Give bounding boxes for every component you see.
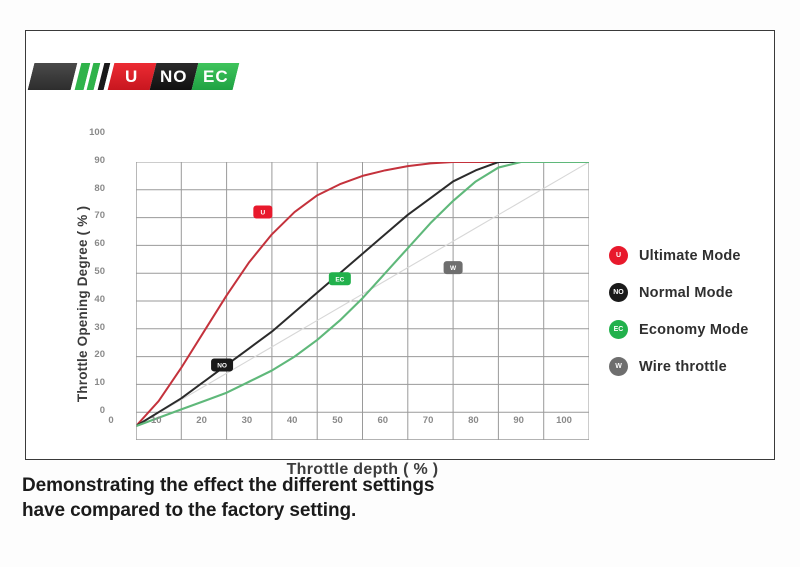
curve-marker-u: U [253, 205, 273, 219]
chart-legend: U Ultimate Mode NO Normal Mode EC Economy Mod… [609, 237, 789, 385]
x-tick-label: 20 [196, 415, 207, 426]
banner-segment-u: U [107, 63, 156, 90]
series-line-normal-mode [136, 162, 589, 428]
x-tick-label: 90 [513, 415, 524, 426]
x-tick-label: 0 [108, 415, 114, 426]
legend-item-label: Ultimate Mode [639, 247, 741, 264]
x-tick-label: 100 [556, 415, 572, 426]
legend-item-label: Wire throttle [639, 358, 727, 375]
svg-text:W: W [450, 265, 457, 272]
legend-item: NO Normal Mode [609, 274, 789, 311]
legend-marker-icon: NO [609, 283, 628, 302]
series-line-economy-mode [136, 162, 589, 428]
legend-item: U Ultimate Mode [609, 237, 789, 274]
chart-svg: U NO EC W [136, 162, 589, 440]
svg-text:NO: NO [217, 363, 227, 370]
legend-item: EC Economy Mode [609, 311, 789, 348]
banner-label-no: NO [160, 67, 188, 86]
y-tick-label: 40 [94, 293, 105, 305]
banner-label-u: U [124, 67, 139, 86]
y-tick-label: 60 [94, 238, 105, 250]
y-tick-label: 30 [94, 321, 105, 333]
y-tick-label: 100 [89, 127, 105, 138]
legend-item-label: Economy Mode [639, 321, 749, 338]
svg-text:U: U [260, 210, 265, 217]
brand-banner: U NO EC [27, 63, 240, 90]
x-tick-label: 60 [377, 415, 389, 426]
y-tick-label: 70 [94, 210, 105, 222]
y-tick-label: 20 [94, 349, 105, 361]
x-tick-label: 80 [468, 415, 479, 426]
curve-marker-w: W [443, 261, 463, 275]
series-line-ultimate-mode [136, 162, 589, 428]
y-tick-label: 0 [99, 405, 105, 416]
legend-marker-icon: W [609, 357, 628, 376]
banner-segment-ec: EC [191, 63, 240, 90]
svg-text:EC: EC [335, 276, 344, 283]
x-tick-label: 40 [286, 415, 298, 426]
curve-marker-no: NO [211, 358, 234, 372]
legend-item: W Wire throttle [609, 348, 789, 385]
legend-marker-icon: EC [609, 320, 628, 339]
x-tick-label: 30 [241, 415, 253, 426]
x-axis-title: Throttle depth ( % ) [286, 461, 439, 478]
y-axis-title: Throttle Opening Degree ( % ) [75, 0, 90, 402]
y-tick-label: 10 [94, 377, 105, 389]
chart-gridlines [136, 162, 589, 440]
caption-line-1: Demonstrating the effect the different s… [22, 475, 435, 496]
banner-label-ec: EC [202, 67, 229, 86]
legend-marker-icon: U [609, 246, 628, 265]
curve-marker-ec: EC [328, 272, 351, 286]
banner-segment-no: NO [149, 63, 199, 90]
y-tick-label: 80 [94, 182, 105, 194]
plot-area: U NO EC W [136, 162, 589, 440]
series-line-wire-throttle [136, 162, 589, 427]
banner-segment-dark [27, 63, 78, 90]
x-tick-label: 10 [151, 415, 162, 426]
y-tick-label: 50 [94, 266, 105, 277]
y-tick-label: 90 [94, 154, 105, 166]
caption-line-2: have compared to the factory setting. [22, 500, 357, 522]
legend-item-label: Normal Mode [639, 284, 734, 301]
x-tick-label: 50 [332, 415, 343, 426]
caption: Demonstrating the effect the different s… [22, 473, 622, 523]
x-tick-label: 70 [422, 415, 434, 426]
